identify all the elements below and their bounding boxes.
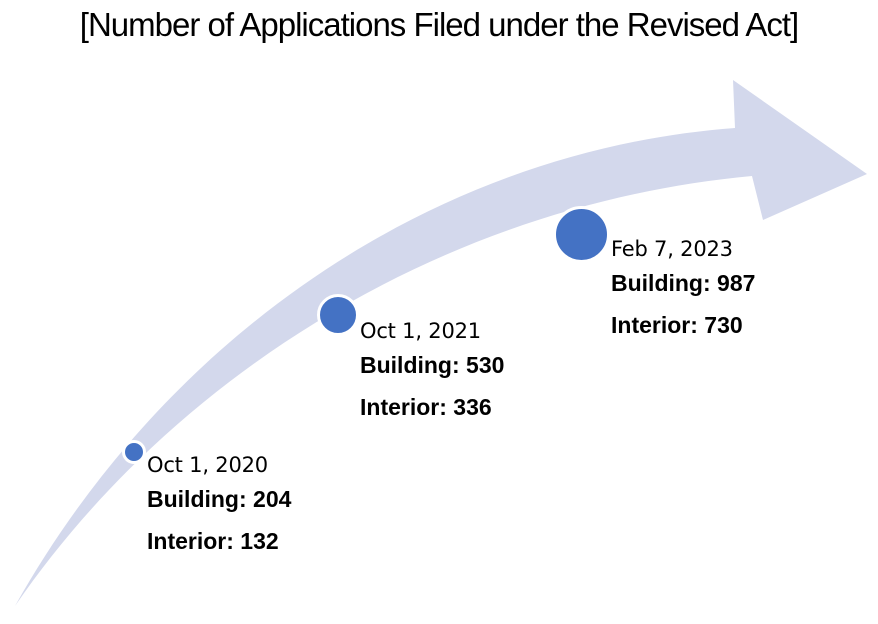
page-title: [Number of Applications Filed under the … — [79, 6, 799, 43]
milestone-2021: Oct 1, 2021 Building: 530 Interior: 336 — [360, 318, 504, 428]
milestone-building: Building: 204 — [147, 486, 292, 512]
milestone-dot-2021 — [317, 294, 359, 336]
milestone-interior: Interior: 132 — [147, 528, 279, 554]
milestone-2020: Oct 1, 2020 Building: 204 Interior: 132 — [147, 452, 291, 562]
milestone-date: Feb 7, 2023 — [611, 237, 733, 261]
milestone-building: Building: 987 — [611, 270, 756, 296]
milestone-dot-2020 — [122, 440, 146, 464]
milestone-date: Oct 1, 2020 — [147, 453, 268, 477]
milestone-building: Building: 530 — [360, 352, 505, 378]
milestone-2023: Feb 7, 2023 Building: 987 Interior: 730 — [611, 236, 755, 346]
milestone-date: Oct 1, 2021 — [360, 319, 481, 343]
arrow-body — [15, 80, 867, 606]
milestone-dot-2023 — [553, 206, 610, 263]
milestone-interior: Interior: 336 — [360, 394, 492, 420]
milestone-interior: Interior: 730 — [611, 312, 743, 338]
